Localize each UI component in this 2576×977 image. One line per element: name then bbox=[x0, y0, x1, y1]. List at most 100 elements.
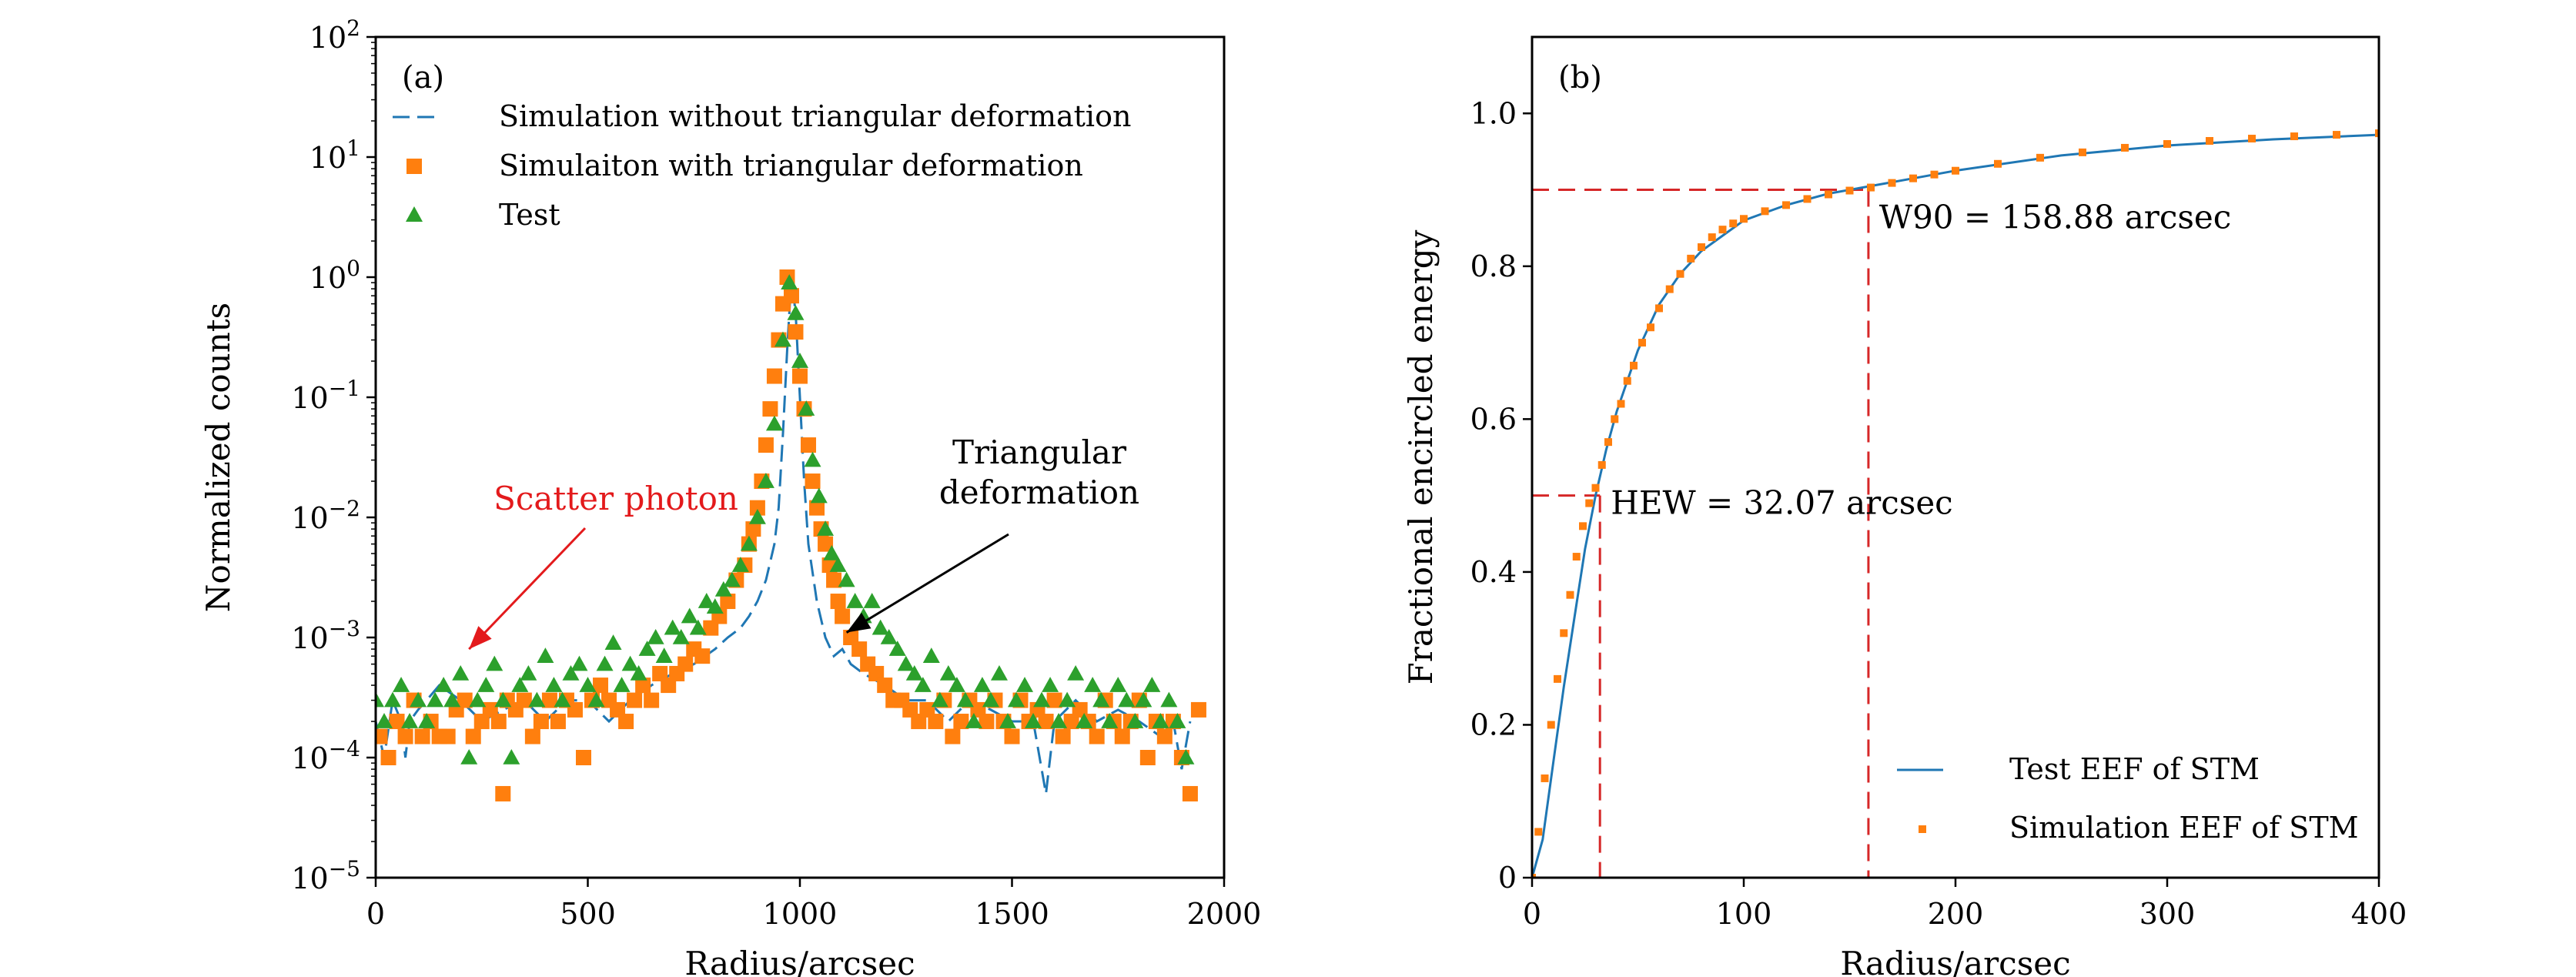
data-point bbox=[520, 664, 537, 681]
data-point bbox=[579, 677, 597, 692]
annotation-arrowhead bbox=[846, 612, 871, 633]
y-tick-label: 0.8 bbox=[1470, 249, 1517, 283]
panel-label: (a) bbox=[402, 60, 444, 95]
reference-label: HEW = 32.07 arcsec bbox=[1611, 484, 1953, 522]
data-point bbox=[1585, 499, 1594, 507]
data-point bbox=[748, 509, 766, 524]
series-2 bbox=[376, 274, 1195, 765]
data-point bbox=[1825, 190, 1832, 199]
y-tick-label: 101 bbox=[309, 136, 360, 175]
data-point bbox=[2163, 139, 2171, 148]
y-tick-label: 0 bbox=[1498, 861, 1517, 895]
data-point bbox=[766, 368, 782, 384]
data-point bbox=[486, 655, 503, 671]
data-point bbox=[1033, 691, 1051, 708]
data-point bbox=[575, 750, 591, 765]
data-point bbox=[863, 593, 881, 608]
data-point bbox=[511, 677, 529, 692]
y-tick-label: 102 bbox=[309, 15, 360, 55]
data-point bbox=[380, 750, 396, 765]
y-tick-label: 10−4 bbox=[291, 736, 360, 775]
data-point bbox=[2036, 153, 2044, 162]
data-point bbox=[792, 368, 808, 384]
data-point bbox=[1109, 677, 1127, 692]
data-point bbox=[1547, 721, 1555, 729]
data-point bbox=[1708, 233, 1716, 242]
data-point bbox=[1016, 677, 1034, 692]
legend-swatch bbox=[406, 206, 423, 222]
data-point bbox=[1101, 713, 1119, 728]
data-point bbox=[1092, 691, 1110, 708]
data-point bbox=[1782, 201, 1790, 209]
data-point bbox=[1190, 701, 1206, 718]
data-point bbox=[928, 714, 944, 730]
data-point bbox=[1718, 226, 1727, 234]
legend-label: Simulation EEF of STM bbox=[2009, 811, 2359, 845]
data-point bbox=[1114, 728, 1130, 744]
data-point bbox=[888, 641, 906, 656]
data-point bbox=[414, 728, 430, 744]
data-point bbox=[945, 728, 961, 744]
data-point bbox=[2121, 143, 2129, 152]
legend-label: Simulaiton with triangular deformation bbox=[499, 149, 1083, 182]
annotation-arrow bbox=[845, 533, 1009, 634]
data-point bbox=[545, 677, 563, 692]
data-point bbox=[1630, 361, 1638, 370]
data-point bbox=[1623, 376, 1631, 385]
legend-label: Test EEF of STM bbox=[2009, 752, 2260, 786]
data-point bbox=[528, 691, 546, 708]
data-point bbox=[1665, 285, 1674, 293]
data-point bbox=[1611, 415, 1619, 423]
data-point bbox=[1597, 460, 1606, 469]
data-point bbox=[494, 691, 512, 708]
data-point bbox=[911, 714, 927, 730]
data-point bbox=[1063, 714, 1079, 730]
data-point bbox=[919, 701, 935, 718]
data-point bbox=[810, 487, 828, 504]
data-point bbox=[1579, 522, 1587, 530]
data-point bbox=[706, 598, 724, 614]
data-point bbox=[843, 630, 859, 645]
legend: Simulation without triangular deformatio… bbox=[393, 99, 1131, 232]
data-point bbox=[1038, 714, 1054, 730]
data-point bbox=[1089, 728, 1105, 744]
data-point bbox=[1638, 339, 1646, 347]
data-point bbox=[457, 692, 473, 708]
data-point bbox=[452, 664, 470, 681]
annotation-arrowhead bbox=[469, 626, 492, 650]
panel-b: 0 100 200 300 400 0 0.2 0.4 0.6 0.8 1.0 Radius/arcs… bbox=[1402, 35, 2407, 977]
data-point bbox=[973, 677, 991, 692]
data-point bbox=[1169, 713, 1186, 728]
data-point bbox=[1152, 713, 1169, 728]
data-point bbox=[914, 677, 932, 692]
data-point bbox=[516, 692, 532, 708]
data-point bbox=[443, 691, 461, 708]
data-point bbox=[720, 594, 736, 610]
data-point bbox=[787, 304, 805, 320]
panel-a: 0 500 1000 1500 2000 10−5 10−4 10−3 10−2 10−1 100 1… bbox=[199, 15, 1261, 977]
data-point bbox=[788, 324, 804, 340]
data-point bbox=[644, 692, 660, 708]
data-point bbox=[897, 655, 915, 671]
data-point bbox=[401, 713, 419, 728]
data-point bbox=[1888, 179, 1896, 187]
legend-label: Test bbox=[499, 198, 560, 232]
data-point bbox=[1729, 219, 1738, 228]
data-point bbox=[550, 714, 566, 730]
data-point bbox=[829, 557, 847, 572]
data-point bbox=[1143, 677, 1161, 692]
data-point bbox=[2206, 137, 2213, 146]
data-point bbox=[647, 629, 664, 644]
legend-swatch bbox=[406, 159, 422, 174]
data-point bbox=[1761, 207, 1769, 216]
data-point bbox=[541, 692, 557, 708]
data-point bbox=[397, 728, 413, 744]
data-point bbox=[593, 678, 609, 694]
data-point bbox=[783, 288, 799, 304]
data-point bbox=[1042, 677, 1059, 692]
data-point bbox=[757, 473, 774, 488]
data-point bbox=[1084, 677, 1102, 692]
data-point bbox=[1994, 159, 2002, 168]
